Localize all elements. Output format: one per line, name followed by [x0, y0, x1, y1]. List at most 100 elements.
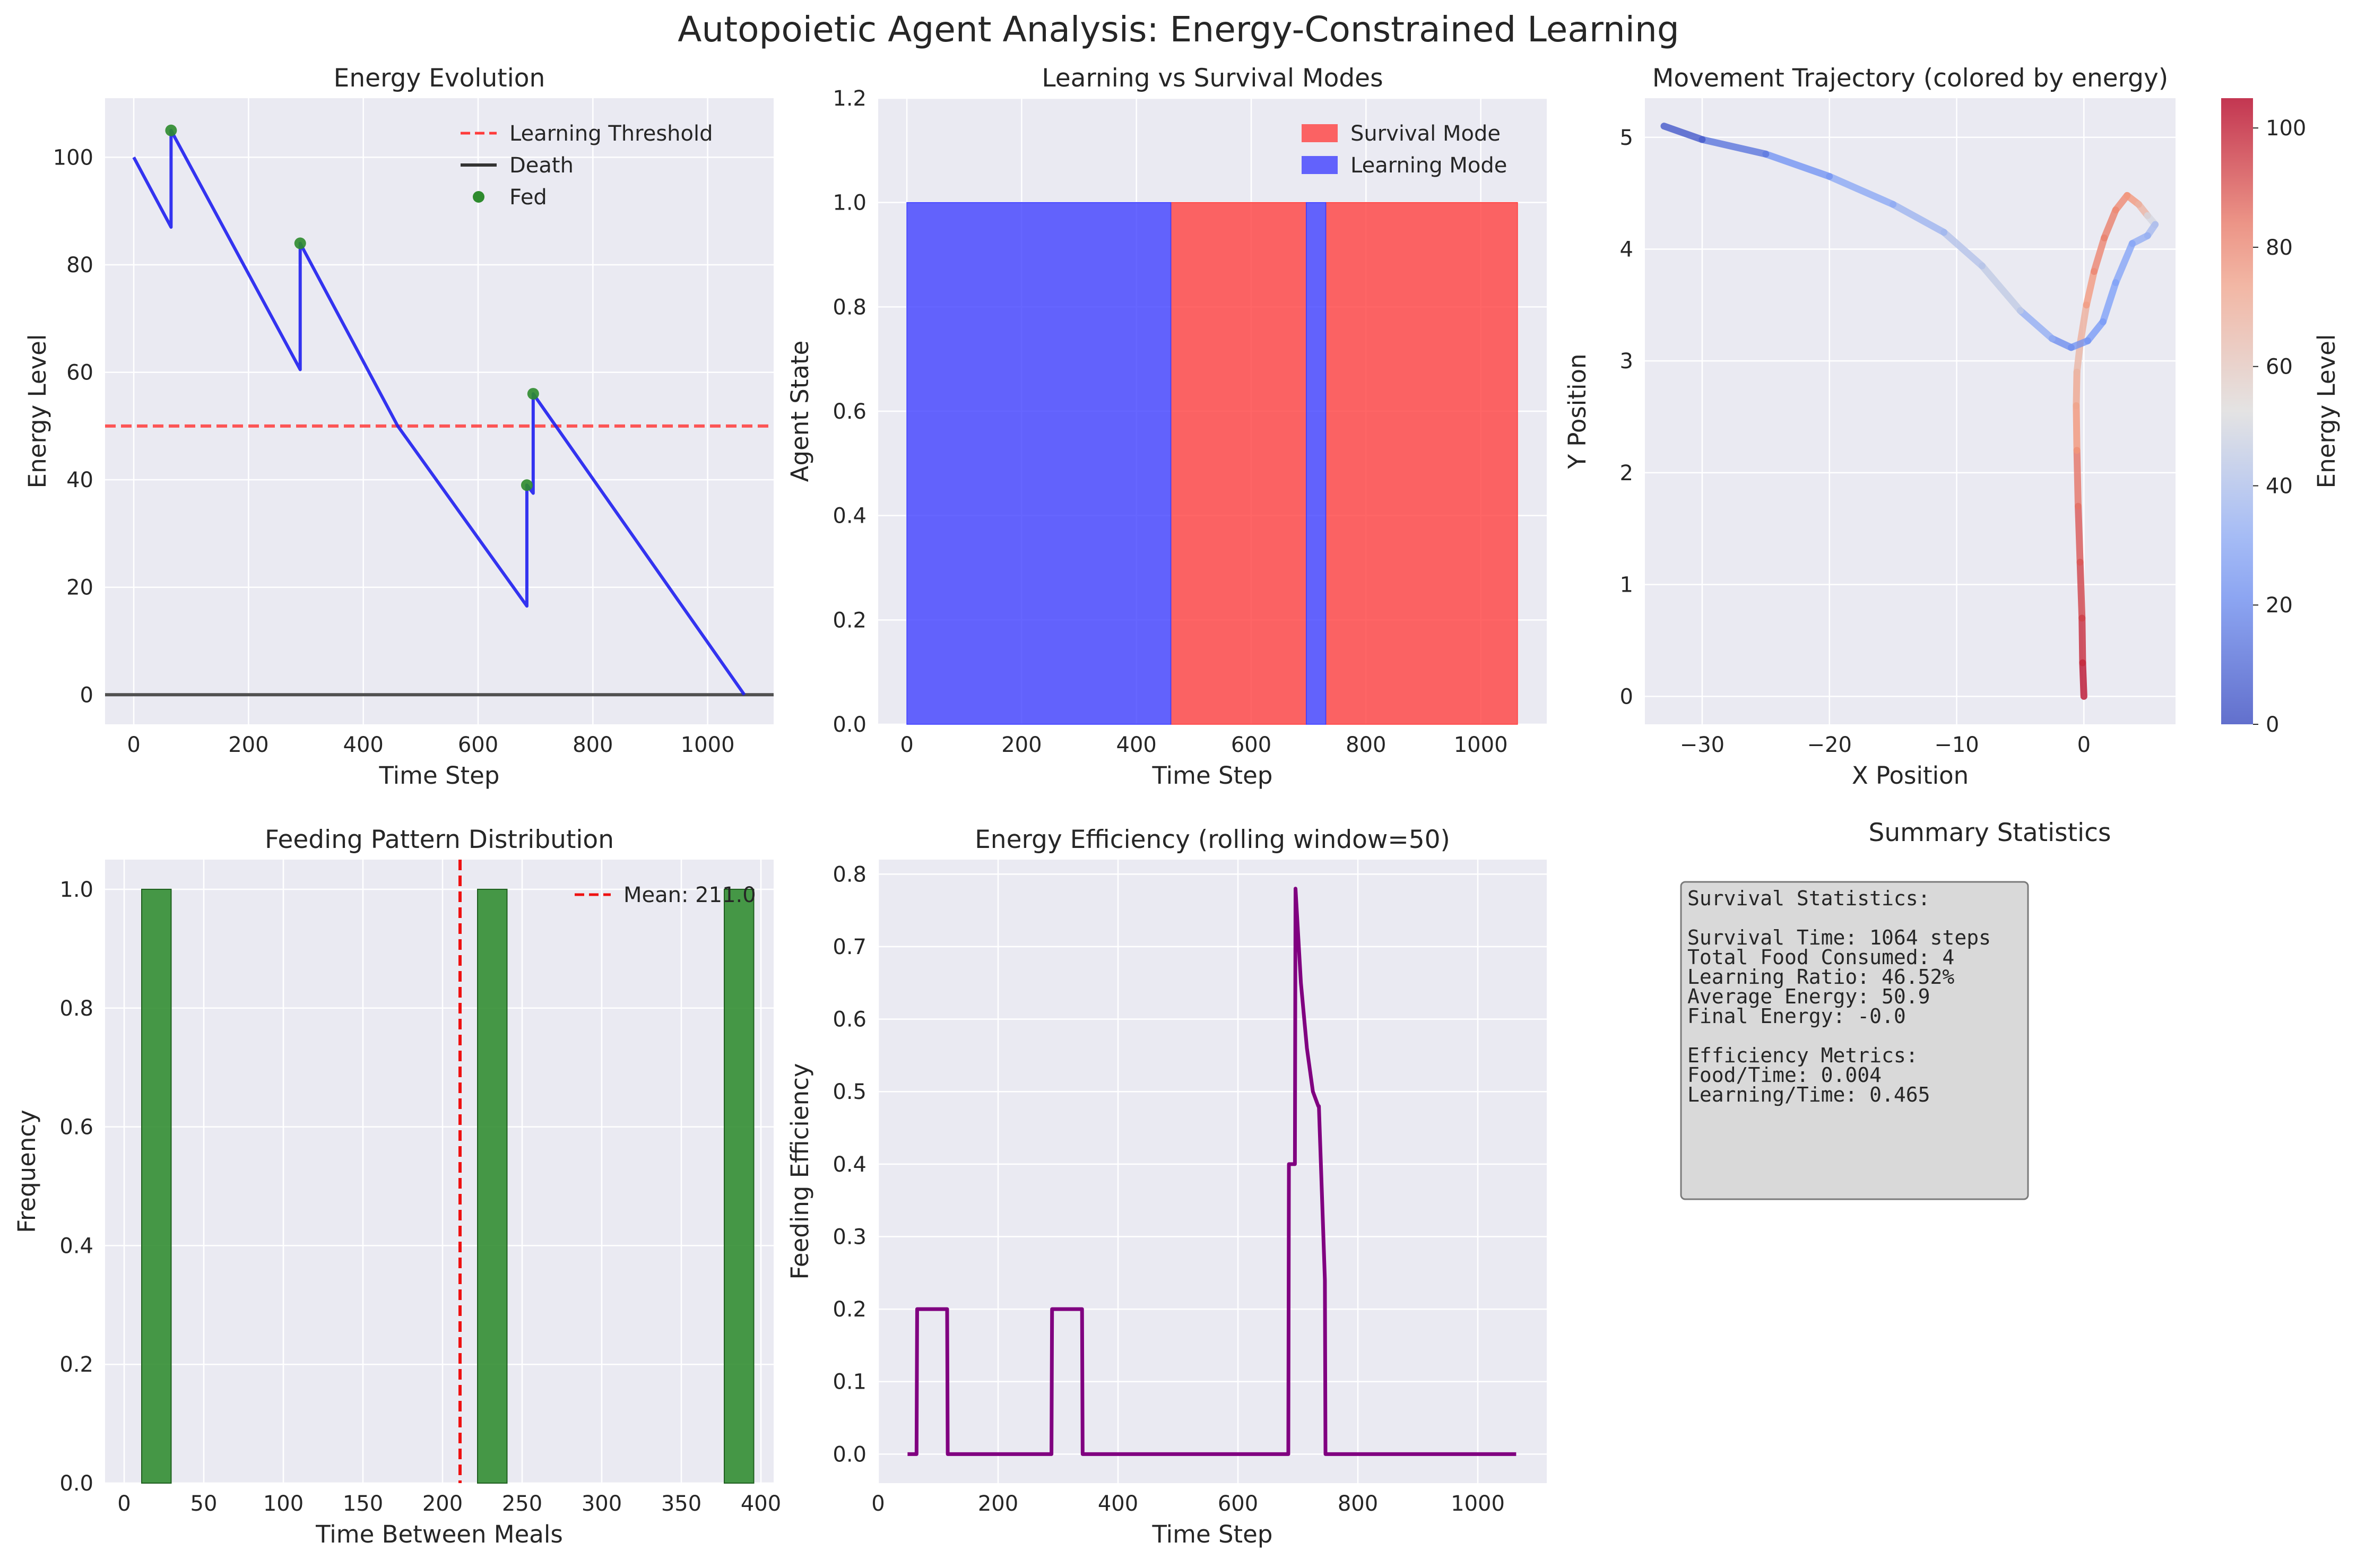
y-tick-label: 0.2 [833, 1297, 866, 1322]
y-axis-label: Frequency [13, 1110, 41, 1233]
histogram-bar [141, 888, 172, 1484]
energy-line [132, 128, 746, 696]
summary-box [1680, 881, 2029, 1200]
y-tick-label: 0.6 [59, 1115, 93, 1140]
y-tick-label: 0.8 [833, 862, 866, 887]
y-axis-label: Y Position [1563, 353, 1591, 469]
summary-line: Efficiency Metrics: [1687, 1044, 1918, 1067]
x-tick-label: 800 [1338, 1492, 1378, 1516]
y-tick-label: 1.0 [59, 878, 93, 902]
y-tick-label: 0.7 [833, 935, 866, 959]
x-tick-label: 0 [117, 1492, 131, 1516]
y-tick-label: 0 [80, 683, 93, 707]
y-tick-label: 4 [1620, 237, 1633, 262]
y-tick-label: 0.8 [833, 295, 866, 319]
colorbar-tick-label: 20 [2266, 593, 2293, 618]
plot-area [105, 860, 774, 1483]
trajectory-segment [2073, 368, 2081, 409]
x-tick-label: 400 [1116, 733, 1157, 757]
summary-line: Survival Statistics: [1687, 887, 1930, 910]
x-axis-label: Time Step [379, 761, 500, 790]
trajectory-segment [2101, 206, 2119, 241]
x-tick-label: −30 [1680, 733, 1725, 757]
x-tick-label: 350 [661, 1492, 701, 1516]
y-tick-label: 0 [1620, 685, 1633, 709]
grid [105, 98, 774, 724]
trajectory-segment [2091, 234, 2108, 275]
trajectory-segment [2075, 503, 2084, 566]
feeding-pattern-chart: 0 50 100 150 200 250 300 350 400 0.0 0.2 0.4 0.6 0.8 1… [13, 825, 781, 1548]
plot-area [105, 98, 774, 724]
summary-line: Final Energy: -0.0 [1687, 1004, 1906, 1028]
x-tick-label: 200 [228, 733, 268, 757]
trajectory-segment [2099, 279, 2119, 325]
y-tick-label: 0.8 [59, 997, 93, 1021]
x-tick-label: −20 [1807, 733, 1852, 757]
colorbar-tick-label: 100 [2266, 116, 2306, 141]
trajectory-segment [2076, 558, 2086, 622]
y-tick-label: 0.4 [59, 1234, 93, 1258]
trajectory-segment [1699, 136, 1770, 158]
trajectory-segment [2076, 301, 2090, 348]
x-axis-label: Time Step [1152, 761, 1273, 790]
x-tick-label: 1000 [1451, 1492, 1505, 1516]
x-tick-label: 400 [741, 1492, 781, 1516]
y-tick-label: 2 [1620, 461, 1633, 486]
legend-learning-mode: Learning Mode [1350, 153, 1507, 178]
summary-line: Learning Ratio: 46.52% [1687, 965, 1954, 989]
trajectory-segment [1940, 229, 1986, 270]
energy-evolution-chart: 0 200 400 600 800 1000 0 20 40 60 80 100 Energy Evol… [23, 64, 774, 790]
x-axis-label: Time Between Meals [315, 1520, 563, 1548]
x-tick-label: 200 [978, 1492, 1018, 1516]
trajectory-segment [1660, 123, 1706, 143]
summary-line: Learning/Time: 0.465 [1687, 1083, 1930, 1106]
summary-line: Food/Time: 0.004 [1687, 1063, 1882, 1087]
trajectory-segment [1762, 150, 1833, 180]
x-tick-label: 50 [190, 1492, 218, 1516]
trajectory-segment [2048, 335, 2075, 351]
chart-title: Energy Efficiency (rolling window=50) [975, 825, 1450, 854]
y-tick-label: 0.2 [833, 608, 866, 633]
legend-learning-threshold: Learning Threshold [509, 122, 713, 146]
x-tick-label: 600 [1231, 733, 1271, 757]
y-axis-label: Feeding Efficiency [786, 1063, 814, 1279]
colorbar-label: Energy Level [2312, 334, 2341, 489]
y-tick-label: 0.4 [833, 1153, 866, 1177]
y-tick-label: 3 [1620, 349, 1633, 374]
histogram-bar [477, 888, 508, 1484]
trajectory-segment [1826, 173, 1897, 208]
y-tick-label: 80 [66, 253, 93, 278]
x-tick-label: 0 [900, 733, 913, 757]
learning-mode-bar [1306, 202, 1327, 725]
grid [105, 860, 774, 1484]
trajectory-segment [1890, 201, 1948, 236]
plot-area [878, 860, 1547, 1483]
chart-title: Movement Trajectory (colored by energy) [1652, 64, 2168, 93]
legend-fed: Fed [509, 185, 547, 210]
trajectory-segment [2083, 268, 2098, 309]
y-tick-label: 5 [1620, 126, 1633, 150]
y-axis-label: Agent State [786, 341, 814, 482]
y-tick-label: 100 [53, 145, 93, 170]
energy-efficiency-chart: 0 200 400 600 800 1000 0.0 0.1 0.2 0.3 0.4 0.5 0.6 0.… [786, 825, 1547, 1548]
y-tick-label: 0.0 [833, 713, 866, 737]
x-tick-label: 0 [2077, 733, 2091, 757]
colorbar-tick-label: 40 [2266, 474, 2293, 498]
x-tick-label: 0 [871, 1492, 885, 1516]
summary-line: Survival Time: 1064 steps [1687, 926, 1991, 949]
chart-title: Feeding Pattern Distribution [265, 825, 614, 854]
legend-survival-mode: Survival Mode [1350, 122, 1501, 146]
fed-point [294, 237, 306, 249]
y-tick-label: 60 [66, 361, 93, 385]
x-tick-label: 600 [1218, 1492, 1258, 1516]
x-tick-label: 100 [263, 1492, 304, 1516]
y-tick-label: 1.0 [833, 191, 866, 215]
x-tick-label: 600 [458, 733, 498, 757]
chart-title: Learning vs Survival Modes [1042, 64, 1383, 93]
summary-lines: Survival Statistics: Survival Time: 1064 … [1687, 887, 1991, 1106]
efficiency-line [907, 887, 1517, 1456]
trajectory-segment [2016, 307, 2056, 342]
trajectory-segment [2078, 614, 2086, 666]
x-tick-label: 150 [343, 1492, 383, 1516]
fed-point [527, 388, 539, 400]
